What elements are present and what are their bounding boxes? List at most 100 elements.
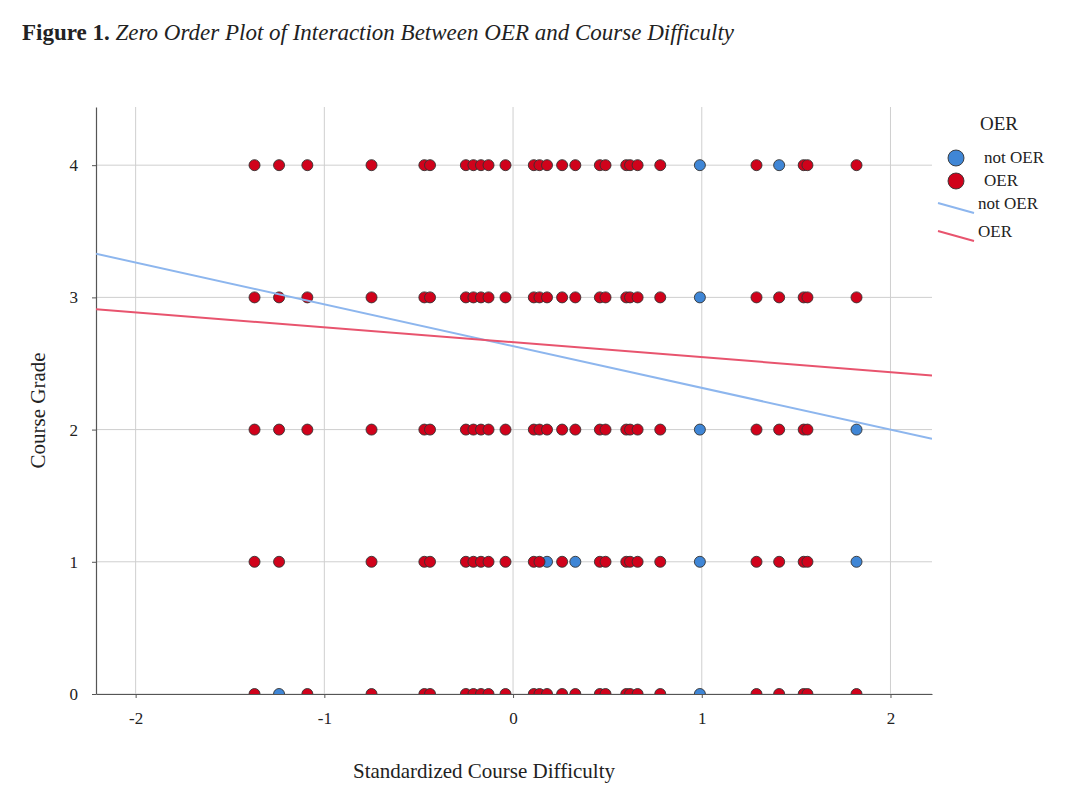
point — [570, 556, 581, 567]
point — [570, 689, 581, 695]
plot-area — [96, 160, 932, 694]
point — [751, 424, 762, 435]
legend-label: not OER — [984, 148, 1045, 167]
grid-line-x — [701, 107, 702, 694]
point — [851, 689, 862, 695]
point — [851, 292, 862, 303]
tick-mark — [92, 694, 96, 695]
tick: 0 — [70, 685, 97, 704]
tick-label: -2 — [129, 709, 143, 728]
point — [632, 689, 643, 695]
point — [694, 160, 705, 171]
point — [774, 292, 785, 303]
point — [600, 424, 611, 435]
point — [557, 424, 568, 435]
point — [751, 556, 762, 567]
point — [249, 292, 260, 303]
grid — [96, 107, 932, 694]
point — [483, 689, 494, 695]
point — [751, 160, 762, 171]
point — [366, 424, 377, 435]
tick-mark — [92, 297, 96, 298]
point — [542, 292, 553, 303]
x-axis-title: Standardized Course Difficulty — [353, 759, 616, 783]
point — [483, 292, 494, 303]
point — [366, 689, 377, 695]
point — [774, 689, 785, 695]
point — [274, 424, 285, 435]
point — [249, 424, 260, 435]
point — [655, 292, 666, 303]
point — [600, 160, 611, 171]
point-series — [249, 160, 862, 694]
point — [366, 160, 377, 171]
point — [774, 160, 785, 171]
tick: -2 — [129, 694, 143, 728]
point — [600, 689, 611, 695]
point — [500, 689, 511, 695]
axis-line — [96, 108, 97, 695]
point — [557, 160, 568, 171]
point — [751, 689, 762, 695]
point — [249, 689, 260, 695]
y-axis-title: Course Grade — [26, 352, 50, 468]
point — [500, 556, 511, 567]
grid-line-x — [135, 107, 136, 694]
point — [425, 424, 436, 435]
tick-label: -1 — [318, 709, 332, 728]
tick-label: 2 — [887, 709, 896, 728]
point — [851, 424, 862, 435]
point — [557, 292, 568, 303]
tick-label: 2 — [70, 421, 79, 440]
point-series — [274, 160, 862, 694]
point — [249, 556, 260, 567]
point — [249, 160, 260, 171]
point — [694, 424, 705, 435]
tick-label: 1 — [698, 709, 707, 728]
tick-mark — [136, 694, 137, 698]
tick: 4 — [70, 156, 97, 175]
point — [500, 292, 511, 303]
tick-label: 0 — [70, 685, 79, 704]
point — [655, 689, 666, 695]
point — [851, 160, 862, 171]
point — [483, 556, 494, 567]
chart-title: Figure 1. Zero Order Plot of Interaction… — [22, 20, 735, 45]
legend: OERnot OEROERnot OEROER — [938, 113, 1045, 241]
tick: 2 — [70, 421, 97, 440]
legend-label: not OER — [978, 194, 1039, 213]
point — [425, 292, 436, 303]
tick-label: 1 — [70, 553, 79, 572]
point — [500, 160, 511, 171]
point — [632, 292, 643, 303]
point — [655, 556, 666, 567]
point — [425, 160, 436, 171]
tick-mark — [324, 694, 325, 698]
legend-swatch — [938, 203, 974, 213]
point — [802, 292, 813, 303]
point — [751, 292, 762, 303]
y-axis: 01234 — [70, 108, 97, 704]
point — [632, 160, 643, 171]
point — [425, 556, 436, 567]
point — [302, 160, 313, 171]
grid-line-x — [324, 107, 325, 694]
tick: -1 — [318, 694, 332, 728]
tick-mark — [92, 562, 96, 563]
tick-mark — [890, 694, 891, 698]
point — [274, 556, 285, 567]
point — [694, 292, 705, 303]
chart: Figure 1. Zero Order Plot of Interaction… — [0, 0, 1088, 800]
legend-swatch — [948, 173, 964, 189]
point — [802, 689, 813, 695]
point — [542, 424, 553, 435]
point — [302, 424, 313, 435]
tick: 0 — [509, 694, 518, 728]
point — [570, 424, 581, 435]
point — [534, 556, 545, 567]
point — [802, 160, 813, 171]
legend-title: OER — [980, 113, 1018, 134]
point — [774, 424, 785, 435]
point — [557, 689, 568, 695]
point — [500, 424, 511, 435]
